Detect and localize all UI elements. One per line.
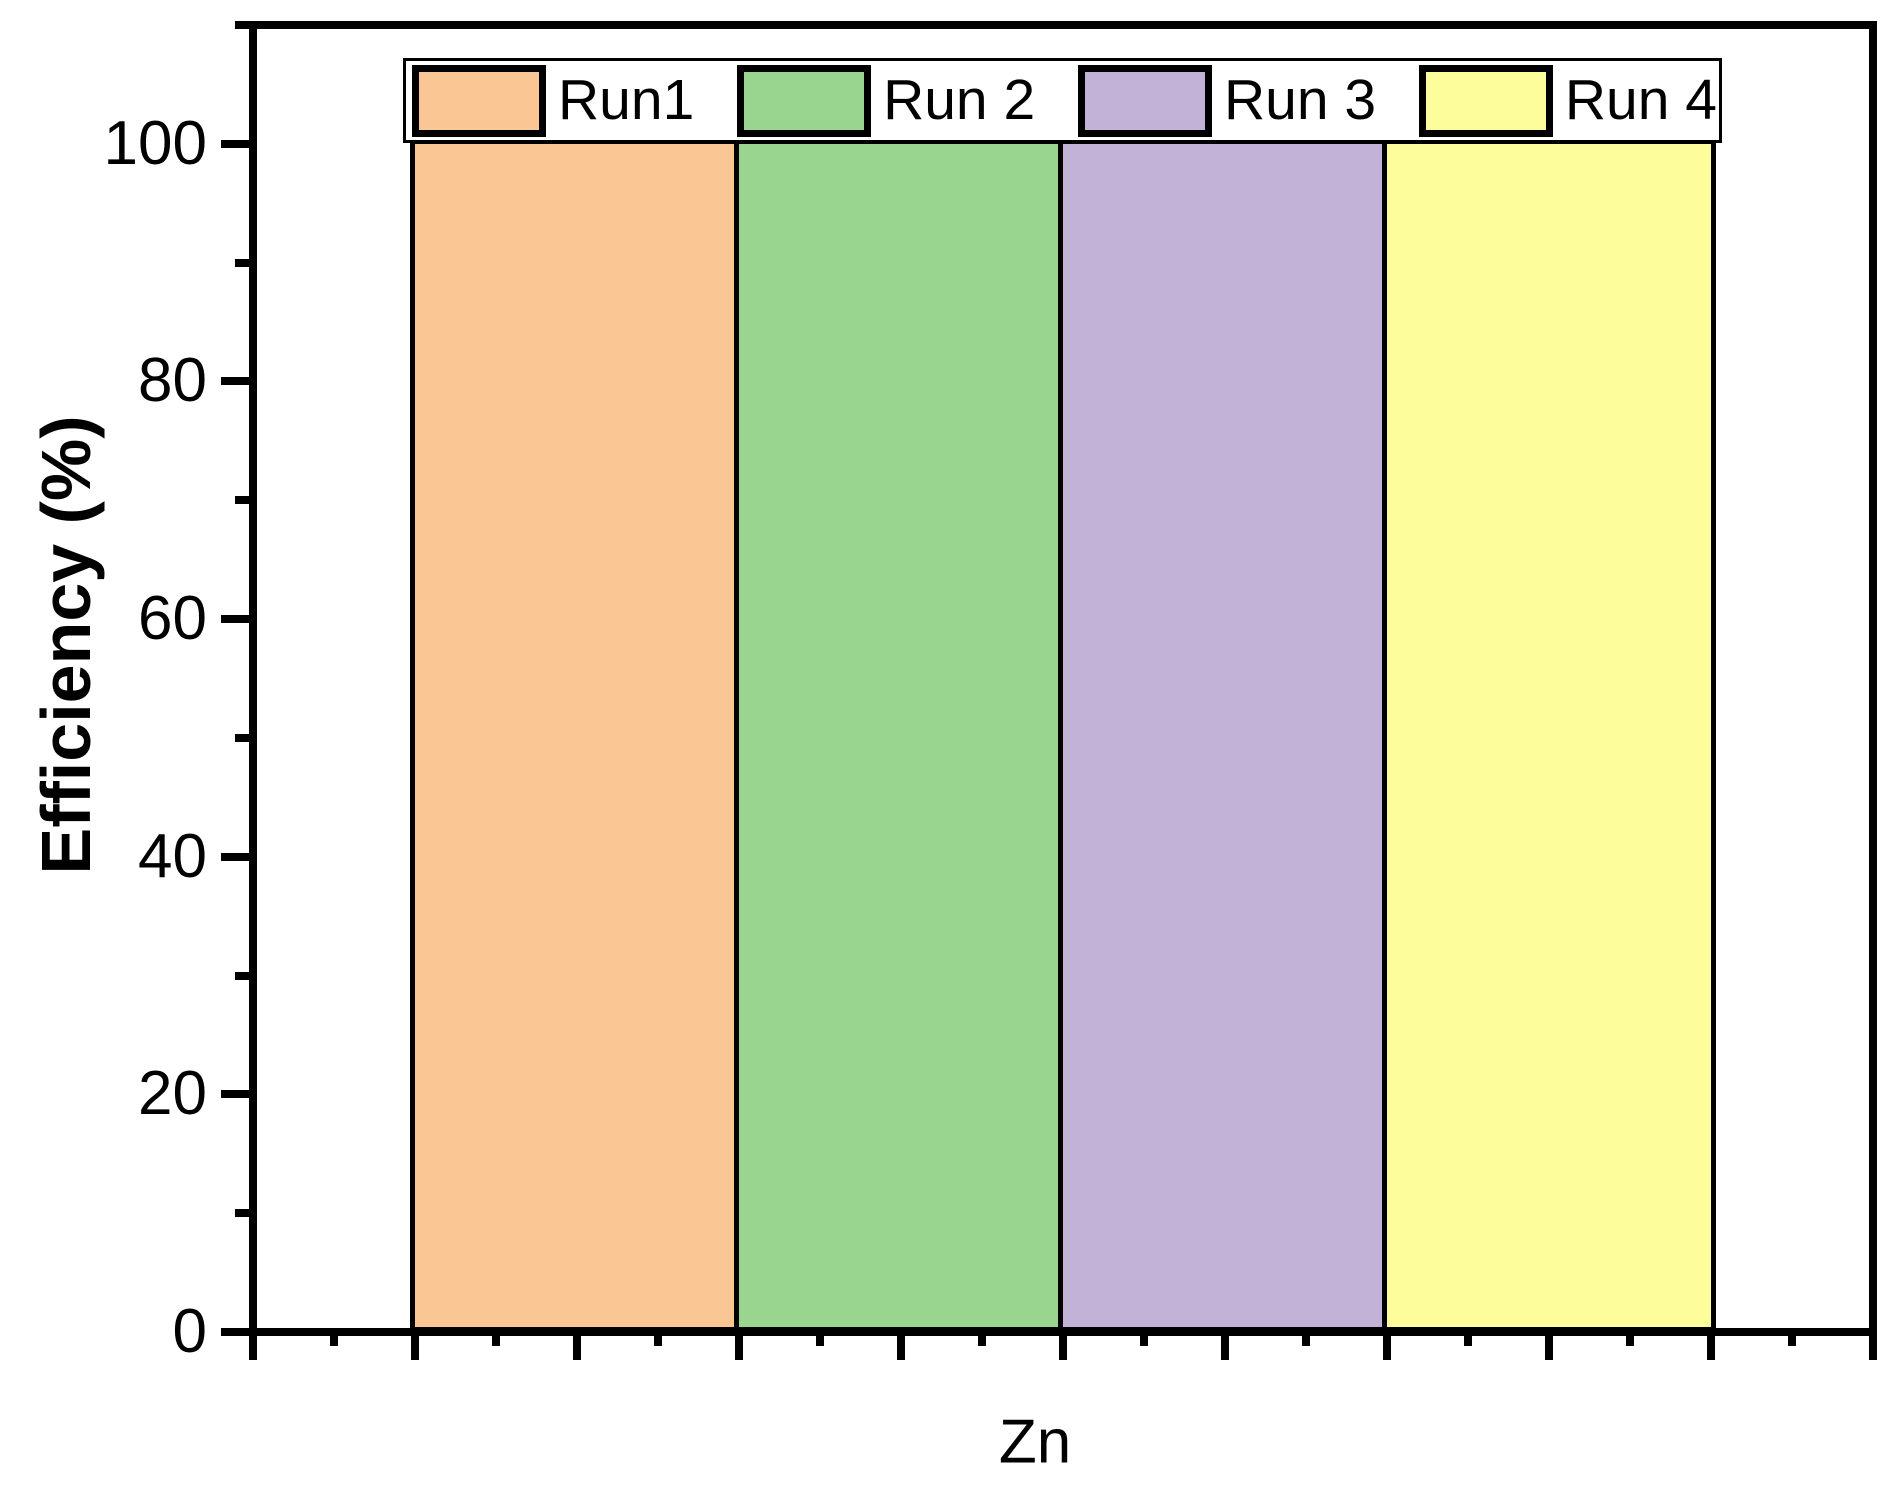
- legend-entry-run2: Run 2: [737, 64, 1036, 137]
- legend-label: Run 4: [1564, 68, 1717, 132]
- y-tick-label: 80: [138, 346, 207, 416]
- x-minor-tick: [1302, 1330, 1310, 1346]
- legend-label: Run 2: [883, 68, 1036, 132]
- bar-run1: [410, 138, 744, 1332]
- x-minor-tick: [1626, 1330, 1634, 1346]
- legend: Run1 Run 2 Run 3 Run 4: [403, 58, 1722, 143]
- legend-entry-run4: Run 4: [1418, 64, 1717, 137]
- y-axis-title: Efficiency (%): [27, 415, 105, 875]
- bar-run2: [734, 138, 1068, 1332]
- x-minor-tick: [492, 1330, 500, 1346]
- y-major-tick: [221, 1090, 253, 1099]
- x-major-tick: [897, 1330, 905, 1360]
- legend-entry-run3: Run 3: [1077, 64, 1377, 137]
- y-major-tick: [221, 852, 253, 861]
- x-major-tick: [249, 1330, 257, 1360]
- x-major-tick: [735, 1330, 743, 1360]
- y-minor-tick: [235, 971, 253, 980]
- y-minor-tick: [235, 733, 253, 742]
- y-major-tick: [221, 139, 253, 148]
- y-minor-tick: [235, 258, 253, 267]
- legend-swatch-icon: [1418, 64, 1553, 137]
- y-minor-tick: [235, 1209, 253, 1218]
- y-major-tick: [221, 1328, 253, 1336]
- x-major-tick: [411, 1330, 419, 1360]
- y-minor-tick: [235, 21, 253, 29]
- x-major-tick: [1545, 1330, 1553, 1360]
- x-minor-tick: [1140, 1330, 1148, 1346]
- legend-entry-run1: Run1: [412, 64, 695, 137]
- y-tick-label: 40: [138, 821, 207, 891]
- x-major-tick: [1221, 1330, 1229, 1360]
- x-major-tick: [1383, 1330, 1391, 1360]
- y-major-tick: [221, 377, 253, 386]
- legend-label: Run 3: [1223, 68, 1377, 132]
- legend-swatch-icon: [412, 64, 546, 137]
- x-minor-tick: [654, 1330, 662, 1346]
- y-minor-tick: [235, 496, 253, 505]
- x-major-tick: [573, 1330, 581, 1360]
- x-major-tick: [1059, 1330, 1067, 1360]
- x-minor-tick: [978, 1330, 986, 1346]
- x-axis-title: Zn: [998, 1407, 1072, 1477]
- y-tick-label: 20: [138, 1059, 207, 1129]
- x-minor-tick: [1464, 1330, 1472, 1346]
- x-major-tick: [1707, 1330, 1715, 1360]
- y-tick-label: 0: [172, 1297, 207, 1366]
- x-minor-tick: [816, 1330, 824, 1346]
- bar-run4: [1382, 138, 1716, 1332]
- legend-swatch-icon: [1077, 64, 1212, 137]
- y-tick-label: 100: [103, 108, 207, 178]
- bar-run3: [1058, 138, 1392, 1332]
- x-minor-tick: [1788, 1330, 1796, 1346]
- x-minor-tick: [330, 1330, 338, 1346]
- legend-swatch-icon: [737, 64, 872, 137]
- legend-label: Run1: [558, 68, 695, 132]
- x-major-tick: [1869, 1330, 1877, 1360]
- y-major-tick: [221, 615, 253, 624]
- y-tick-label: 60: [138, 584, 207, 654]
